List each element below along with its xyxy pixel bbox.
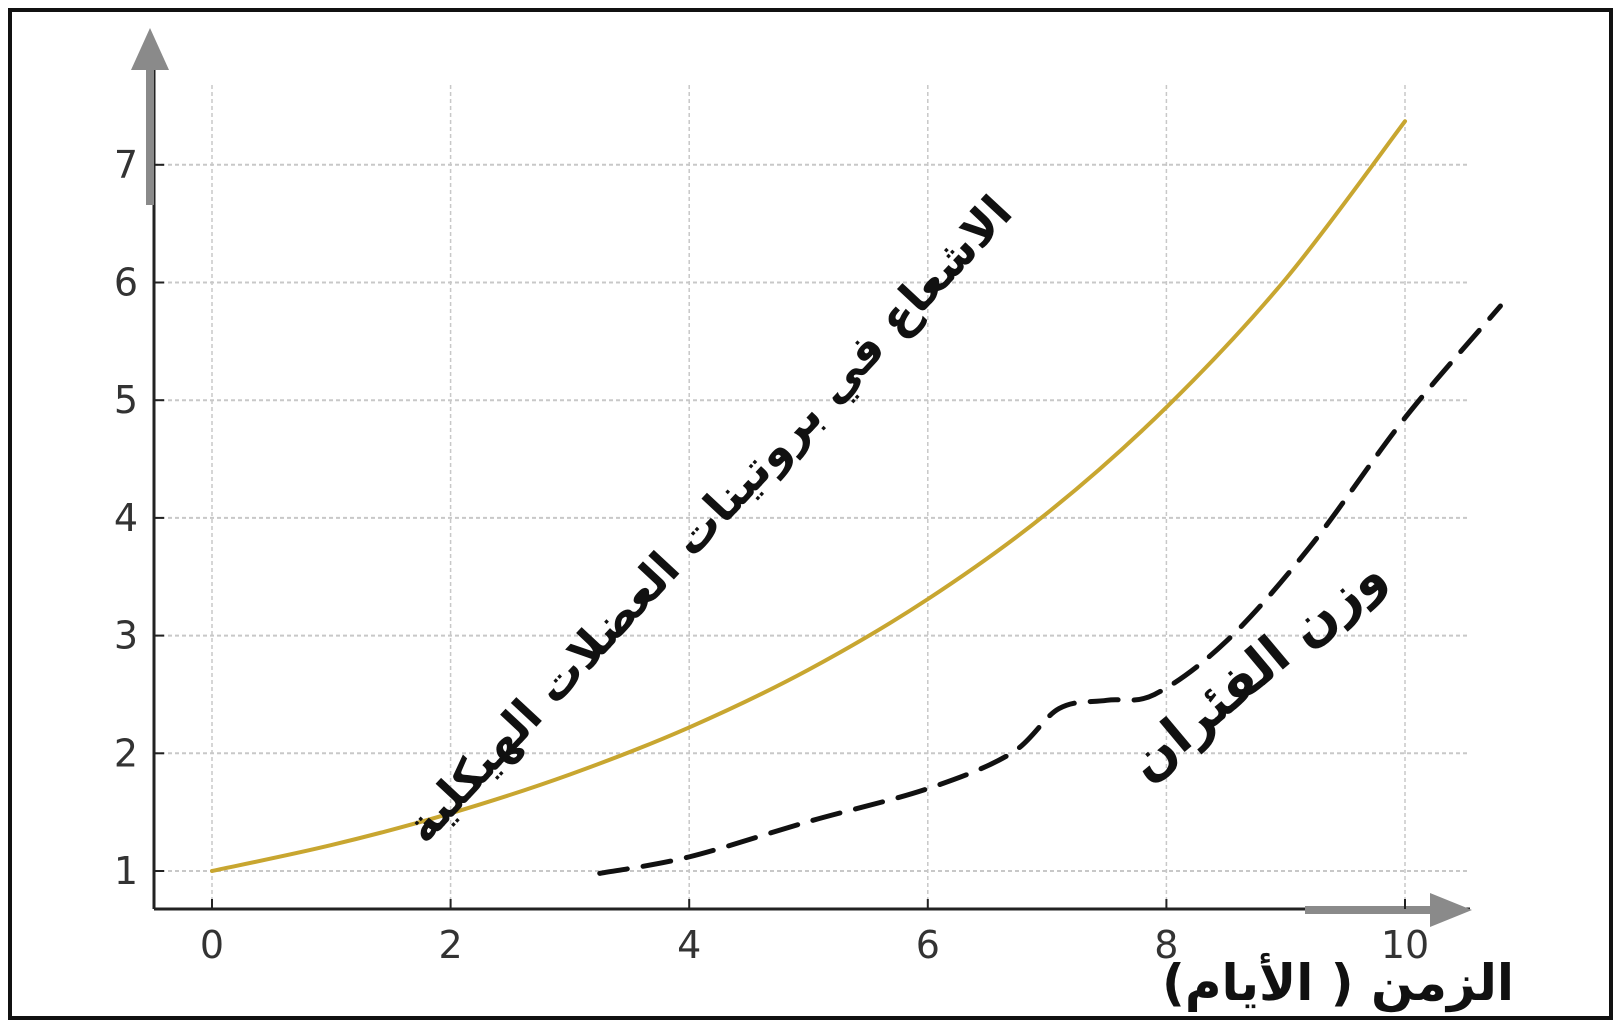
series-label-dashed: وزن الفئران <box>1117 545 1397 794</box>
series-layer <box>210 119 1503 876</box>
y-tick-label: 1 <box>114 849 138 893</box>
x-tick-label: 0 <box>200 923 224 967</box>
y-tick-label: 5 <box>114 378 138 422</box>
x-tick-label: 2 <box>439 923 463 967</box>
grid <box>154 85 1470 909</box>
y-axis-arrow-head <box>131 28 169 70</box>
y-tick-label: 3 <box>114 614 138 658</box>
x-tick-label: 4 <box>677 923 701 967</box>
x-axis-label: الزمن ( الأيام) <box>1162 952 1514 1013</box>
series-line-solid <box>210 119 1407 873</box>
x-tick-label: 6 <box>916 923 940 967</box>
series-line-dashed <box>597 303 1503 876</box>
axes <box>131 28 1472 927</box>
y-tick-label: 6 <box>114 261 138 305</box>
y-tick-label: 4 <box>114 496 138 540</box>
y-tick-label: 7 <box>114 143 138 187</box>
x-axis-arrow-head <box>1430 893 1472 927</box>
figure-frame <box>8 8 1613 1020</box>
y-tick-label: 2 <box>114 731 138 775</box>
x-tick-label: 10 <box>1381 923 1429 967</box>
x-tick-label: 8 <box>1154 923 1178 967</box>
